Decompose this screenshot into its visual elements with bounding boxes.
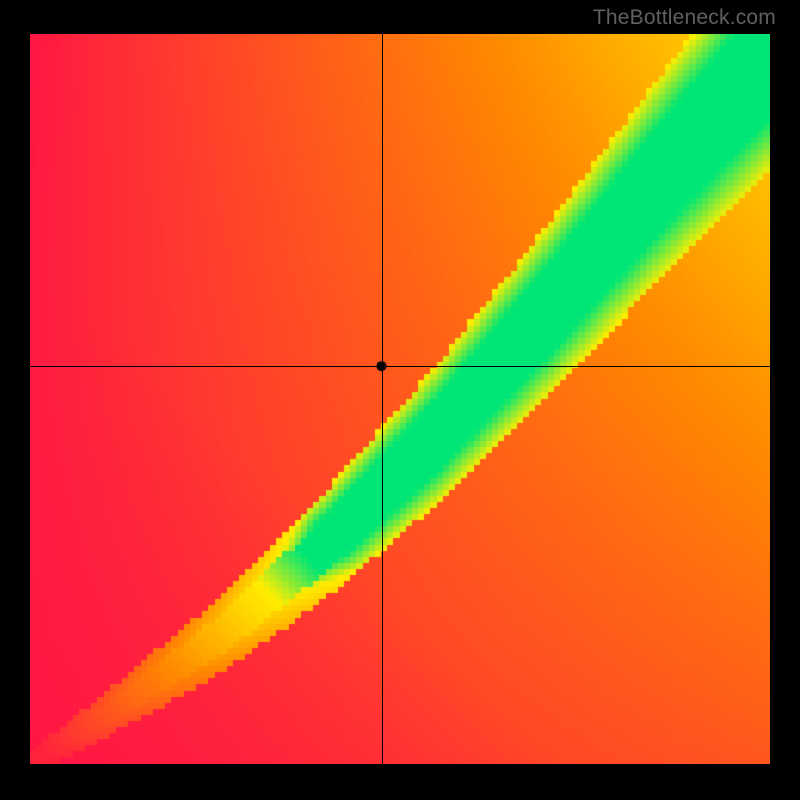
watermark-text: TheBottleneck.com [593, 6, 776, 30]
crosshair-marker [30, 34, 770, 764]
chart-area [30, 34, 770, 764]
chart-container: TheBottleneck.com [0, 0, 800, 800]
